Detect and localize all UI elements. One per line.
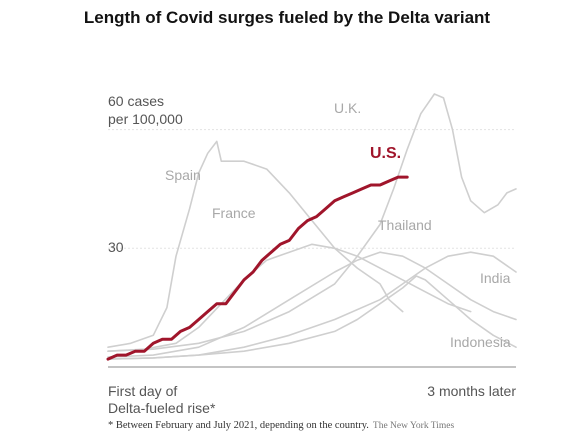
gridlines	[108, 129, 516, 249]
series-label-france: France	[212, 205, 256, 221]
line-chart: 60 cases per 100,000 30 U.K. Spain Franc…	[106, 93, 517, 416]
series-label-indonesia: Indonesia	[450, 334, 511, 350]
series-line-us	[106, 175, 409, 361]
source-credit: The New York Times	[372, 421, 455, 431]
series-label-us: U.S.	[370, 145, 401, 162]
y-tick-unit-label: per 100,000	[108, 111, 183, 127]
x-tick-label-start-line2: Delta-fueled rise*	[108, 400, 216, 416]
y-tick-label-30: 30	[108, 239, 124, 255]
footnote-text: * Between February and July 2021, depend…	[108, 420, 369, 431]
footnote: * Between February and July 2021, depend…	[108, 420, 454, 431]
series-line-uk	[107, 93, 517, 353]
series-label-india: India	[480, 270, 511, 286]
series-line-indonesia	[107, 275, 517, 360]
x-tick-label-start-line1: First day of	[108, 383, 177, 399]
series-line-france	[107, 243, 472, 353]
series-line-spain	[107, 140, 404, 349]
y-tick-label-60: 60 cases	[108, 93, 164, 109]
series-label-thailand: Thailand	[378, 217, 432, 233]
x-tick-label-end: 3 months later	[427, 383, 516, 399]
series-label-uk: U.K.	[334, 100, 361, 116]
series-line-thailand	[107, 251, 517, 358]
series-label-spain: Spain	[165, 167, 201, 183]
series-lines	[106, 93, 517, 361]
chart-title: Length of Covid surges fueled by the Del…	[83, 8, 491, 27]
